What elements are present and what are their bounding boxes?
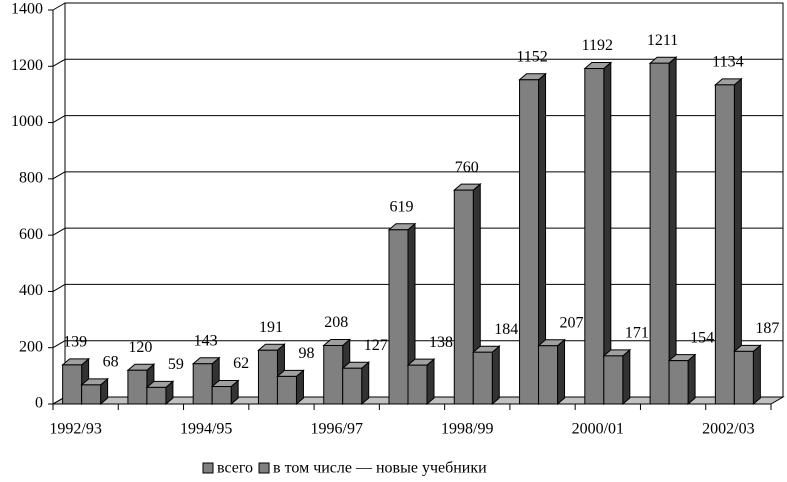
- grid-line: [52, 283, 66, 292]
- bar-side: [752, 344, 761, 406]
- data-label: 59: [168, 356, 184, 373]
- x-tick-label: 1998/99: [441, 421, 493, 438]
- data-label: 1192: [582, 37, 613, 54]
- data-label: 139: [63, 334, 87, 351]
- grid-line: [52, 340, 66, 349]
- data-label: 207: [560, 314, 584, 331]
- bar: [192, 363, 213, 405]
- data-label: 1211: [647, 32, 678, 49]
- data-label: 760: [455, 159, 479, 176]
- legend-label: в том числе — новые учебники: [273, 460, 487, 477]
- bar: [733, 350, 754, 405]
- data-label: 143: [194, 332, 218, 349]
- data-label: 138: [429, 334, 453, 351]
- grid-line: [52, 58, 66, 67]
- bar: [81, 384, 102, 405]
- bar: [649, 62, 670, 405]
- data-label: 208: [324, 314, 348, 331]
- x-tick-label: 1994/95: [180, 421, 232, 438]
- data-label: 127: [364, 337, 388, 354]
- bar: [388, 229, 409, 405]
- grid-line: [52, 2, 66, 11]
- data-label: 98: [298, 345, 314, 362]
- data-label: 68: [103, 354, 119, 371]
- bar-side: [557, 338, 566, 406]
- grid-line: [52, 171, 66, 180]
- y-tick-label: 400: [19, 282, 43, 299]
- bar: [146, 386, 167, 405]
- y-tick-label: 200: [19, 338, 43, 355]
- bar: [276, 375, 297, 405]
- y-tick-label: 1000: [11, 113, 43, 130]
- x-tick-label: 2000/01: [572, 421, 624, 438]
- bar: [453, 189, 474, 405]
- bar-side: [668, 56, 677, 406]
- data-label: 619: [390, 198, 414, 215]
- data-label: 120: [128, 339, 152, 356]
- bar: [127, 369, 148, 405]
- legend-swatch: [202, 462, 214, 474]
- bar: [62, 364, 83, 405]
- bar: [538, 345, 559, 405]
- data-label: 1134: [712, 54, 743, 71]
- y-tick-label: 0: [35, 395, 43, 412]
- data-label: 62: [233, 355, 249, 372]
- x-tick-label: 2002/03: [702, 421, 754, 438]
- data-label: 1152: [516, 48, 547, 65]
- bar: [584, 68, 605, 405]
- legend-label: всего: [217, 460, 253, 477]
- bar: [519, 79, 540, 405]
- y-tick-label: 1200: [11, 57, 43, 74]
- bar-side: [687, 353, 696, 406]
- bar: [257, 349, 278, 405]
- data-label: 191: [259, 319, 283, 336]
- grid-line: [52, 227, 66, 236]
- bar: [407, 364, 428, 405]
- data-label: 171: [625, 325, 649, 342]
- bar-side: [491, 345, 500, 406]
- legend-swatch: [258, 462, 270, 474]
- bar: [211, 386, 232, 405]
- grid-line: [52, 115, 66, 124]
- data-label: 154: [690, 329, 714, 346]
- x-tick-label: 1996/97: [311, 421, 363, 438]
- bar: [603, 355, 624, 405]
- y-tick-label: 1400: [11, 1, 43, 18]
- bar: [714, 84, 735, 405]
- data-label: 187: [755, 320, 779, 337]
- x-tick-label: 1992/93: [49, 421, 101, 438]
- bar: [342, 367, 363, 405]
- bar-side: [426, 358, 435, 406]
- data-label: 184: [494, 321, 518, 338]
- bar: [668, 360, 689, 405]
- y-tick-label: 600: [19, 226, 43, 243]
- bar: [323, 344, 344, 405]
- bar-side: [361, 361, 370, 406]
- y-tick-label: 800: [19, 170, 43, 187]
- bar: [472, 351, 493, 405]
- bar-side: [622, 348, 631, 406]
